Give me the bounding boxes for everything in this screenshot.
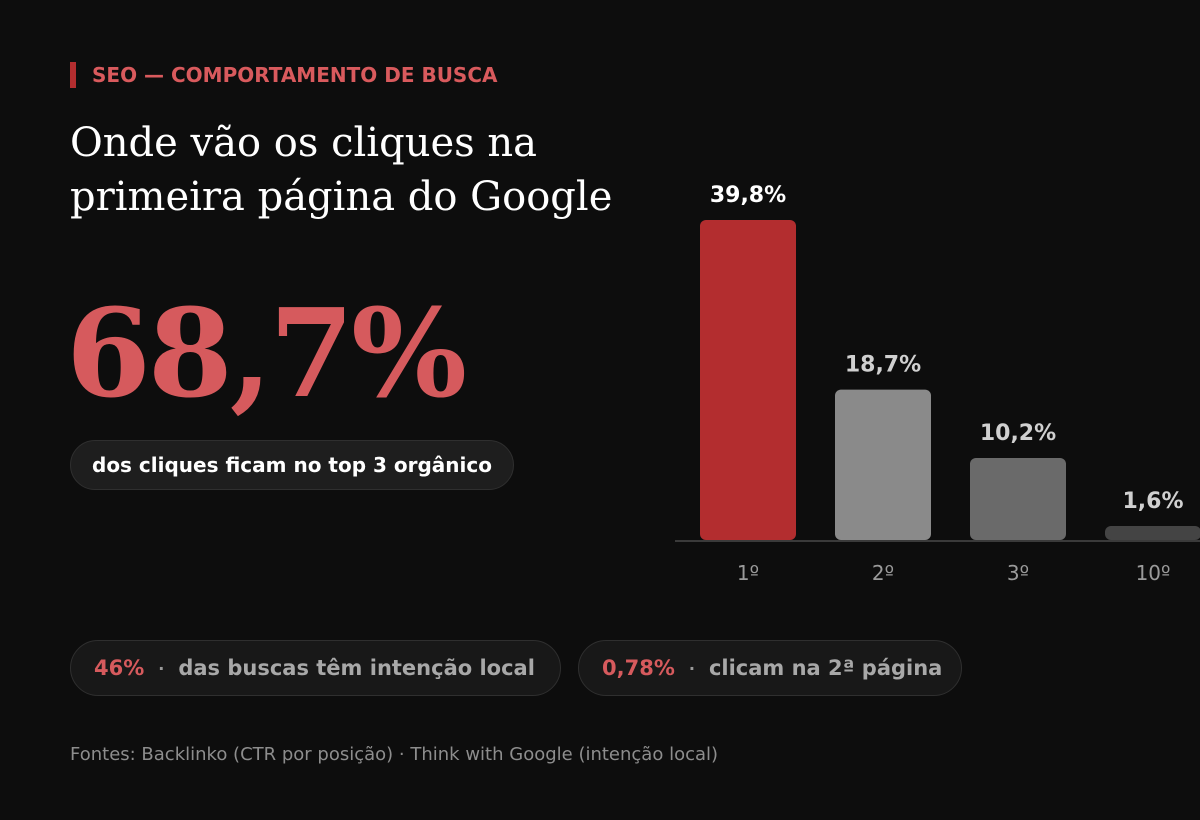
bar-2 bbox=[835, 389, 931, 540]
stat-value: 0,78% bbox=[602, 656, 675, 680]
eyebrow-text: SEO — COMPORTAMENTO DE BUSCA bbox=[92, 63, 498, 87]
eyebrow: SEO — COMPORTAMENTO DE BUSCA bbox=[70, 62, 498, 88]
stat-value: 46% bbox=[94, 656, 145, 680]
bar-3 bbox=[970, 457, 1066, 540]
stat-separator: · bbox=[688, 658, 695, 678]
highlight-caption-pill: dos cliques ficam no top 3 orgânico bbox=[70, 440, 514, 490]
stat-pill-second-page: 0,78% · clicam na 2ª página bbox=[578, 640, 962, 696]
x-tick-label: 2º bbox=[872, 561, 894, 585]
highlight-caption: dos cliques ficam no top 3 orgânico bbox=[92, 453, 492, 477]
bar-1 bbox=[700, 220, 796, 540]
page-title: Onde vão os cliques na primeira página d… bbox=[70, 116, 680, 224]
bar-value-label: 18,7% bbox=[845, 353, 921, 378]
title-line-2: primeira página do Google bbox=[70, 174, 613, 220]
stat-separator: · bbox=[158, 658, 165, 678]
bar-value-label: 39,8% bbox=[710, 183, 786, 208]
source-note: Fontes: Backlinko (CTR por posição) · Th… bbox=[70, 744, 719, 765]
x-tick-label: 1º bbox=[737, 561, 759, 585]
bar-value-label: 1,6% bbox=[1122, 489, 1183, 514]
stat-label: clicam na 2ª página bbox=[708, 656, 943, 680]
stat-label: das buscas têm intenção local bbox=[178, 656, 535, 680]
title-line-1: Onde vão os cliques na bbox=[70, 120, 537, 166]
stat-pill-local: 46% · das buscas têm intenção local bbox=[70, 640, 561, 696]
eyebrow-accent-bar bbox=[70, 62, 76, 88]
x-tick-label: 10º bbox=[1136, 561, 1171, 585]
bar-4 bbox=[1105, 526, 1200, 540]
highlight-value: 68,7% bbox=[66, 281, 467, 425]
bar-value-label: 10,2% bbox=[980, 421, 1056, 446]
x-tick-label: 3º bbox=[1007, 561, 1029, 585]
